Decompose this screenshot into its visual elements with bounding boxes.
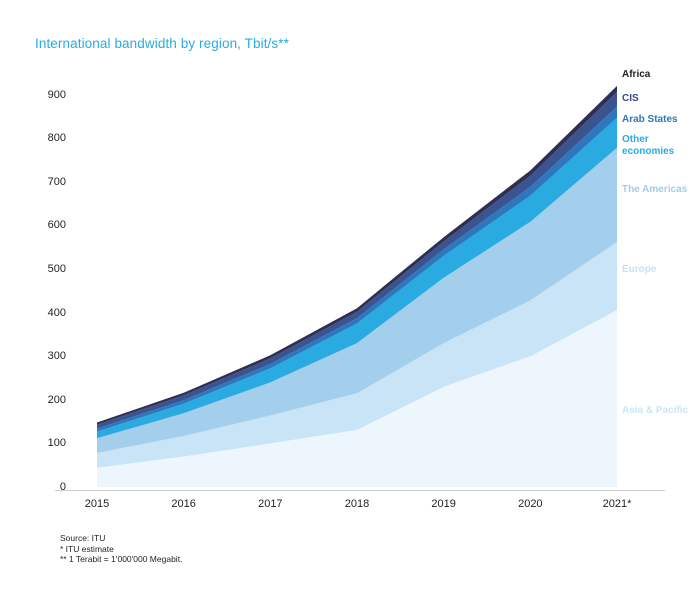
footnotes: Source: ITU * ITU estimate ** 1 Terabit … [60, 533, 182, 565]
y-tick-700: 700 [47, 175, 66, 188]
x-tick-2017: 2017 [258, 498, 283, 510]
x-tick-2016: 2016 [171, 498, 196, 510]
area-asia-pacific [97, 310, 617, 487]
legend-africa: Africa [622, 69, 651, 80]
y-tick-600: 600 [47, 219, 66, 232]
y-tick-800: 800 [47, 132, 66, 145]
legend-other-economies: Other economies [622, 134, 675, 157]
y-tick-400: 400 [47, 306, 66, 319]
y-tick-200: 200 [47, 393, 66, 406]
y-tick-100: 100 [47, 437, 66, 450]
estimate-note: * ITU estimate [60, 543, 114, 554]
legend-the-americas: The Americas [622, 184, 688, 195]
terabit-note: ** 1 Terabit = 1'000'000 Megabit. [60, 554, 183, 564]
y-tick-900: 900 [47, 88, 66, 101]
legend-cis: CIS [622, 93, 639, 104]
x-tick-2019: 2019 [431, 498, 456, 510]
x-tick-2015: 2015 [84, 498, 110, 510]
y-tick-0: 0 [59, 481, 66, 493]
x-tick-2018: 2018 [344, 498, 370, 510]
x-tick-2020: 2020 [518, 498, 543, 510]
area-the-americas [97, 147, 617, 454]
area-arab-states [97, 106, 617, 432]
x-axis-line [55, 490, 665, 491]
area-africa [97, 85, 617, 425]
area-europe [97, 242, 617, 468]
legend-europe: Europe [622, 264, 657, 275]
y-tick-300: 300 [47, 350, 66, 363]
legend-asia-pacific: Asia & Pacific [622, 405, 689, 416]
x-tick-2021: 2021* [602, 498, 632, 510]
legend-arab-states: Arab States [622, 114, 678, 125]
chart-title: International bandwidth by region, Tbit/… [35, 36, 289, 51]
y-tick-500: 500 [47, 263, 66, 275]
area-other-economies [97, 117, 617, 439]
source-note: Source: ITU [60, 533, 106, 543]
area-cis [97, 92, 617, 429]
